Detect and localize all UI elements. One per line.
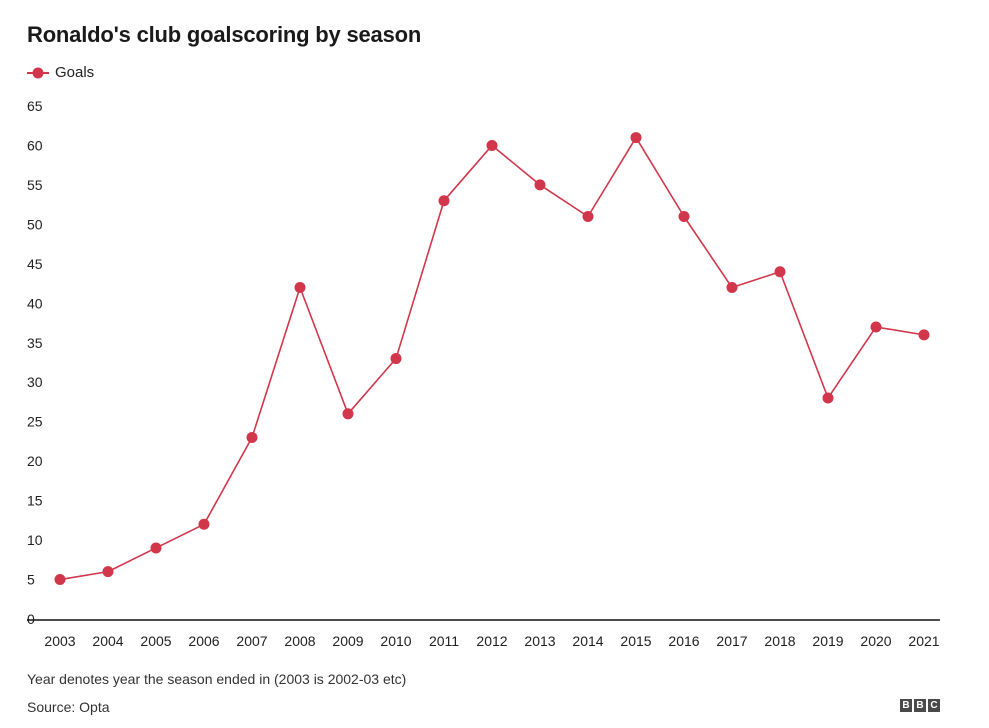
y-tick-label: 50 (27, 216, 43, 232)
x-tick-label: 2013 (524, 633, 555, 649)
data-point-2007 (246, 431, 258, 443)
y-tick-label: 55 (27, 177, 43, 193)
x-tick-label: 2011 (429, 633, 459, 649)
logo-letter-b2: B (914, 699, 926, 712)
data-point-2010 (390, 353, 402, 365)
y-tick-label: 5 (27, 572, 35, 588)
data-point-2021 (918, 329, 930, 341)
data-point-2014 (582, 210, 594, 222)
x-tick-label: 2018 (764, 633, 795, 649)
legend-swatch-icon (27, 67, 49, 78)
y-tick-label: 65 (27, 98, 43, 114)
x-tick-label: 2007 (236, 633, 267, 649)
data-point-2019 (822, 392, 834, 404)
data-point-2003 (54, 574, 66, 586)
y-tick-label: 25 (27, 414, 43, 430)
data-point-2008 (294, 282, 306, 294)
data-point-2015 (630, 132, 642, 144)
source-note: Source: Opta (27, 699, 110, 715)
data-point-2020 (870, 321, 882, 333)
logo-letter-b1: B (900, 699, 912, 712)
x-tick-label: 2014 (572, 633, 603, 649)
data-point-2005 (150, 542, 162, 554)
data-point-2012 (486, 139, 498, 151)
legend-label: Goals (55, 64, 95, 81)
x-tick-label: 2009 (332, 633, 363, 649)
data-point-2016 (678, 210, 690, 222)
data-point-2006 (198, 518, 210, 530)
logo-letter-c: C (928, 699, 940, 712)
bbc-logo: B B C (900, 699, 940, 712)
x-tick-label: 2016 (668, 633, 699, 649)
data-point-2018 (774, 266, 786, 278)
x-tick-label: 2004 (92, 633, 123, 649)
x-tick-label: 2017 (716, 633, 747, 649)
legend: Goals (27, 64, 94, 81)
y-tick-label: 60 (27, 137, 43, 153)
y-tick-label: 35 (27, 335, 43, 351)
data-point-2017 (726, 282, 738, 294)
data-point-2011 (438, 195, 450, 207)
x-tick-label: 2003 (44, 633, 75, 649)
y-tick-label: 40 (27, 295, 43, 311)
y-tick-label: 20 (27, 453, 43, 469)
x-tick-label: 2015 (620, 633, 651, 649)
x-tick-label: 2005 (140, 633, 171, 649)
x-tick-label: 2006 (188, 633, 219, 649)
footnote: Year denotes year the season ended in (2… (27, 671, 407, 687)
x-tick-label: 2019 (812, 633, 843, 649)
y-tick-label: 45 (27, 256, 43, 272)
y-tick-label: 10 (27, 532, 43, 548)
data-point-2004 (102, 566, 114, 578)
x-tick-label: 2008 (284, 633, 315, 649)
x-tick-label: 2020 (860, 633, 891, 649)
y-tick-label: 30 (27, 374, 43, 390)
data-point-2013 (534, 179, 546, 191)
data-point-2009 (342, 408, 354, 420)
series-line-goals (59, 136, 925, 581)
x-tick-label: 2012 (476, 633, 507, 649)
chart-title: Ronaldo's club goalscoring by season (27, 22, 422, 47)
x-tick-label: 2010 (380, 633, 411, 649)
y-tick-label: 0 (27, 611, 35, 627)
x-tick-label: 2021 (908, 633, 939, 649)
y-tick-label: 15 (27, 493, 43, 509)
